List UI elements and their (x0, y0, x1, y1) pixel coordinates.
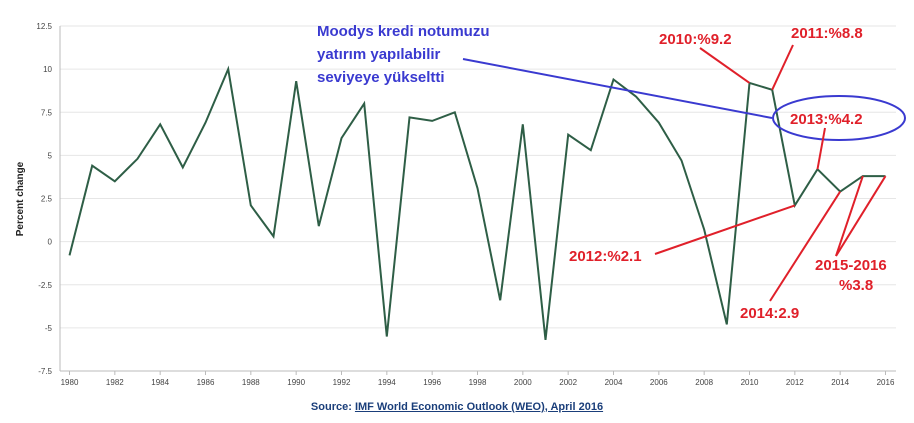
x-tick-label: 2000 (514, 378, 532, 387)
data-point (316, 224, 321, 229)
series-line (68, 65, 886, 341)
data-point (384, 334, 389, 339)
annotation-2015-2016-line-1: 2015-2016 (815, 257, 887, 274)
data-point (248, 203, 253, 208)
x-tick-label: 2012 (786, 378, 804, 387)
x-tick-label: 1998 (469, 378, 487, 387)
annotation-2015-2016-line-2: %3.8 (839, 277, 873, 294)
x-tick-label: 1994 (378, 378, 396, 387)
data-point (180, 165, 185, 170)
data-point (226, 67, 231, 72)
y-tick-label: -7.5 (38, 367, 52, 376)
annotation-2011: 2011:%8.8 (791, 25, 863, 42)
y-tick-label: 5 (48, 151, 53, 160)
pointer-2016 (835, 175, 887, 257)
x-tick-label: 1982 (106, 378, 124, 387)
y-tick-label: 2.5 (41, 195, 53, 204)
pointer-2012 (654, 204, 796, 255)
y-tick-label: 7.5 (41, 108, 53, 117)
x-tick-label: 1988 (242, 378, 260, 387)
data-point (611, 77, 616, 82)
data-point (271, 234, 276, 239)
x-tick-label: 1986 (197, 378, 215, 387)
data-point (588, 148, 593, 153)
data-point (112, 179, 117, 184)
data-point (520, 122, 525, 127)
source-link[interactable]: IMF World Economic Outlook (WEO), April … (354, 401, 604, 413)
x-axis: 1980 1982 1984 1986 1988 1990 1992 1994 1996 1998… (60, 370, 896, 387)
y-axis-label: Percent change (15, 161, 26, 236)
x-tick-label: 2004 (605, 378, 623, 387)
x-tick-label: 2016 (877, 378, 895, 387)
moodys-pointer (462, 58, 773, 119)
data-point (294, 79, 299, 84)
y-tick-label: -2.5 (38, 281, 52, 290)
x-tick-label: 1980 (61, 378, 79, 387)
source-prefix: Source: (310, 401, 355, 413)
data-point (158, 122, 163, 127)
x-tick-label: 1996 (423, 378, 441, 387)
data-point (452, 110, 457, 115)
pointer-2011 (771, 44, 794, 91)
y-tick-label: 12.5 (36, 22, 52, 31)
moodys-highlight-oval (772, 95, 906, 141)
data-point (430, 118, 435, 123)
data-point (634, 94, 639, 99)
pointer-2013 (816, 127, 826, 170)
data-point (362, 101, 367, 106)
y-tick-label: -5 (45, 324, 53, 333)
x-tick-label: 2006 (650, 378, 668, 387)
moodys-annotation-line-2: yatırım yapılabilir (317, 46, 441, 63)
data-point (475, 186, 480, 191)
x-tick-label: 1992 (333, 378, 351, 387)
data-point (203, 120, 208, 125)
moodys-annotation-line-3: seviyeye yükseltti (317, 69, 445, 86)
x-tick-label: 1984 (151, 378, 169, 387)
data-point (339, 136, 344, 141)
x-tick-label: 2008 (695, 378, 713, 387)
annotation-2010: 2010:%9.2 (659, 31, 732, 48)
annotation-2014: 2014:2.9 (740, 305, 799, 322)
data-point (656, 120, 661, 125)
y-tick-label: 0 (48, 238, 53, 247)
data-point (407, 115, 412, 120)
data-point (90, 163, 95, 168)
x-tick-label: 2002 (559, 378, 577, 387)
pointer-2015 (835, 175, 864, 257)
annotation-2013: 2013:%4.2 (790, 111, 863, 128)
data-point (566, 132, 571, 137)
data-point (679, 158, 684, 163)
series-layer (67, 65, 886, 342)
pointer-2010 (699, 47, 751, 84)
x-tick-label: 2010 (741, 378, 759, 387)
y-tick-label: 10 (43, 65, 52, 74)
data-point (67, 253, 72, 258)
annotation-2012: 2012:%2.1 (569, 248, 642, 265)
data-point (702, 227, 707, 232)
y-axis: 12.5 10 7.5 5 2.5 0 -2.5 -5 -7.5 (36, 22, 896, 376)
annotation-pointers (462, 44, 906, 302)
pointer-2014 (769, 191, 842, 302)
x-tick-label: 2014 (831, 378, 849, 387)
data-point (543, 337, 548, 342)
x-tick-label: 1990 (287, 378, 305, 387)
data-point (135, 156, 140, 161)
moodys-annotation-line-1: Moodys kredi notumuzu (317, 23, 490, 40)
data-point (724, 322, 729, 327)
data-point (498, 298, 503, 303)
source-note: Source: IMF World Economic Outlook (WEO)… (0, 401, 914, 413)
